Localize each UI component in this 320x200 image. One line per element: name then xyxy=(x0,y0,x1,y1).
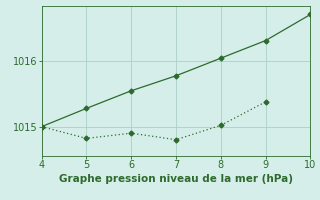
X-axis label: Graphe pression niveau de la mer (hPa): Graphe pression niveau de la mer (hPa) xyxy=(59,174,293,184)
